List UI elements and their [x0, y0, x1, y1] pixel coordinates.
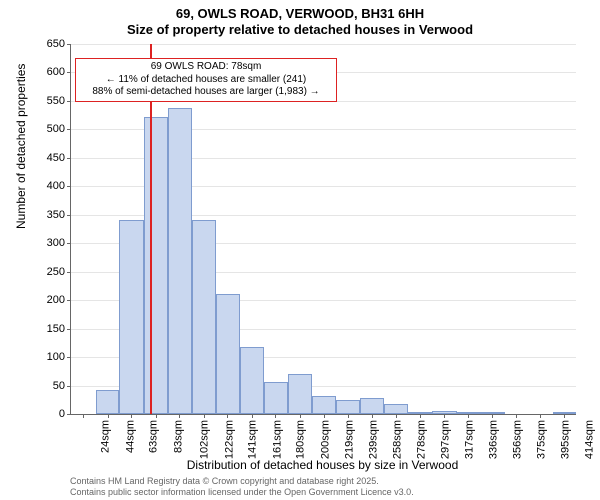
xtick-label: 102sqm — [199, 420, 211, 459]
chart-title-sub: Size of property relative to detached ho… — [0, 22, 600, 37]
histogram-bar — [384, 404, 409, 414]
histogram-bar — [192, 220, 217, 414]
xtick-label: 24sqm — [100, 420, 112, 453]
histogram-bar — [168, 108, 191, 414]
xtick-label: 180sqm — [295, 420, 307, 459]
xtick-label: 375sqm — [535, 420, 547, 459]
footer-text: Contains HM Land Registry data © Crown c… — [70, 476, 414, 498]
plot-area: 0501001502002503003504004505005506006502… — [70, 44, 576, 415]
xtick-mark — [131, 414, 132, 418]
histogram-bar — [288, 374, 313, 414]
ytick-label: 50 — [53, 380, 65, 392]
histogram-bar — [240, 347, 265, 414]
ytick-mark — [67, 72, 71, 73]
ytick-label: 650 — [47, 38, 65, 50]
xtick-label: 161sqm — [272, 420, 284, 459]
xtick-mark — [468, 414, 469, 418]
xtick-label: 239sqm — [368, 420, 380, 459]
ytick-mark — [67, 215, 71, 216]
xtick-mark — [227, 414, 228, 418]
ytick-label: 600 — [47, 66, 65, 78]
xtick-mark — [372, 414, 373, 418]
y-axis-label: Number of detached properties — [14, 64, 28, 229]
ytick-label: 0 — [59, 408, 65, 420]
xtick-mark — [540, 414, 541, 418]
annotation-line-2: ← 11% of detached houses are smaller (24… — [80, 74, 332, 87]
xtick-mark — [300, 414, 301, 418]
ytick-label: 500 — [47, 123, 65, 135]
xtick-mark — [348, 414, 349, 418]
histogram-bar — [360, 398, 383, 414]
xtick-mark — [420, 414, 421, 418]
ytick-label: 350 — [47, 209, 65, 221]
xtick-label: 258sqm — [391, 420, 403, 459]
xtick-mark — [204, 414, 205, 418]
ytick-label: 550 — [47, 95, 65, 107]
ytick-mark — [67, 300, 71, 301]
xtick-mark — [156, 414, 157, 418]
chart-container: 69, OWLS ROAD, VERWOOD, BH31 6HH Size of… — [0, 0, 600, 500]
xtick-label: 219sqm — [343, 420, 355, 459]
xtick-mark — [108, 414, 109, 418]
xtick-label: 297sqm — [439, 420, 451, 459]
histogram-bar — [336, 400, 361, 414]
xtick-label: 356sqm — [512, 420, 524, 459]
xtick-mark — [492, 414, 493, 418]
footer-line-1: Contains HM Land Registry data © Crown c… — [70, 476, 414, 487]
xtick-label: 63sqm — [148, 420, 160, 453]
xtick-mark — [324, 414, 325, 418]
xtick-mark — [396, 414, 397, 418]
xtick-label: 122sqm — [224, 420, 236, 459]
histogram-bar — [216, 294, 239, 414]
xtick-mark — [275, 414, 276, 418]
xtick-label: 278sqm — [416, 420, 428, 459]
ytick-mark — [67, 101, 71, 102]
xtick-mark — [83, 414, 84, 418]
ytick-mark — [67, 272, 71, 273]
ytick-mark — [67, 158, 71, 159]
ytick-label: 200 — [47, 294, 65, 306]
ytick-mark — [67, 243, 71, 244]
ytick-mark — [67, 129, 71, 130]
xtick-label: 336sqm — [487, 420, 499, 459]
histogram-bar — [119, 220, 144, 414]
ytick-mark — [67, 414, 71, 415]
histogram-bar — [264, 382, 287, 414]
xtick-label: 141sqm — [247, 420, 259, 459]
ytick-mark — [67, 186, 71, 187]
xtick-mark — [179, 414, 180, 418]
ytick-label: 100 — [47, 351, 65, 363]
ytick-label: 300 — [47, 237, 65, 249]
ytick-label: 250 — [47, 266, 65, 278]
footer-line-2: Contains public sector information licen… — [70, 487, 414, 498]
gridline-h — [71, 44, 576, 45]
xtick-mark — [252, 414, 253, 418]
annotation-line-3: 88% of semi-detached houses are larger (… — [80, 86, 332, 99]
ytick-label: 450 — [47, 152, 65, 164]
xtick-mark — [516, 414, 517, 418]
xtick-label: 83sqm — [173, 420, 185, 453]
xtick-label: 44sqm — [124, 420, 136, 453]
xtick-label: 414sqm — [583, 420, 595, 459]
histogram-bar — [312, 396, 335, 414]
histogram-bar — [96, 390, 119, 414]
annotation-line-1: 69 OWLS ROAD: 78sqm — [80, 61, 332, 74]
xtick-label: 317sqm — [464, 420, 476, 459]
xtick-label: 200sqm — [320, 420, 332, 459]
ytick-mark — [67, 386, 71, 387]
ytick-mark — [67, 44, 71, 45]
xtick-mark — [444, 414, 445, 418]
ytick-label: 400 — [47, 180, 65, 192]
histogram-bar — [144, 117, 169, 414]
ytick-mark — [67, 329, 71, 330]
ytick-label: 150 — [47, 323, 65, 335]
annotation-box: 69 OWLS ROAD: 78sqm ← 11% of detached ho… — [75, 58, 337, 102]
ytick-mark — [67, 357, 71, 358]
chart-title-main: 69, OWLS ROAD, VERWOOD, BH31 6HH — [0, 6, 600, 21]
xtick-mark — [564, 414, 565, 418]
xtick-label: 395sqm — [560, 420, 572, 459]
x-axis-label: Distribution of detached houses by size … — [70, 458, 575, 472]
